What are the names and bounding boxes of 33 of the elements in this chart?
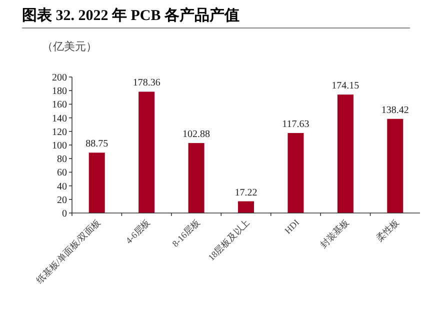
bar [188, 143, 204, 213]
y-tick-label: 40 [57, 181, 67, 192]
bar [288, 133, 304, 213]
data-label: 117.63 [282, 119, 310, 130]
bar [238, 201, 254, 213]
bar [387, 118, 404, 213]
y-tick-label: 60 [57, 168, 67, 179]
data-label: 174.15 [332, 80, 360, 92]
y-tick-label: 180 [52, 86, 67, 98]
y-tick-label: 0 [62, 208, 67, 220]
x-tick-label: 纸基板/单面板/双面板 [34, 217, 102, 286]
y-tick-label: 160 [52, 100, 67, 111]
x-tick-label: 封装基板 [318, 217, 351, 250]
bar [337, 94, 354, 213]
y-axis-title: （亿美元） [42, 40, 97, 53]
x-tick-label: 18层板及以上 [206, 217, 252, 263]
data-label: 138.42 [381, 104, 409, 116]
x-tick-label: 8-16层板 [170, 217, 202, 249]
chart-title: 图表 32. 2022 年 PCB 各产品产值 [22, 7, 240, 24]
y-tick-label: 140 [52, 113, 67, 124]
y-tick-label: 80 [57, 154, 67, 166]
bar [138, 92, 155, 213]
y-tick-label: 100 [52, 140, 67, 152]
bar [88, 152, 105, 213]
data-label: 102.88 [182, 129, 210, 140]
x-tick-label: 4-6层板 [124, 217, 152, 246]
y-tick-label: 120 [52, 126, 67, 138]
data-label: 178.36 [132, 78, 160, 89]
y-tick-label: 20 [57, 194, 67, 206]
data-label: 88.75 [86, 138, 108, 150]
data-label: 17.22 [234, 187, 258, 198]
x-tick-label: 柔性板 [374, 217, 401, 244]
y-tick-label: 200 [52, 72, 67, 84]
